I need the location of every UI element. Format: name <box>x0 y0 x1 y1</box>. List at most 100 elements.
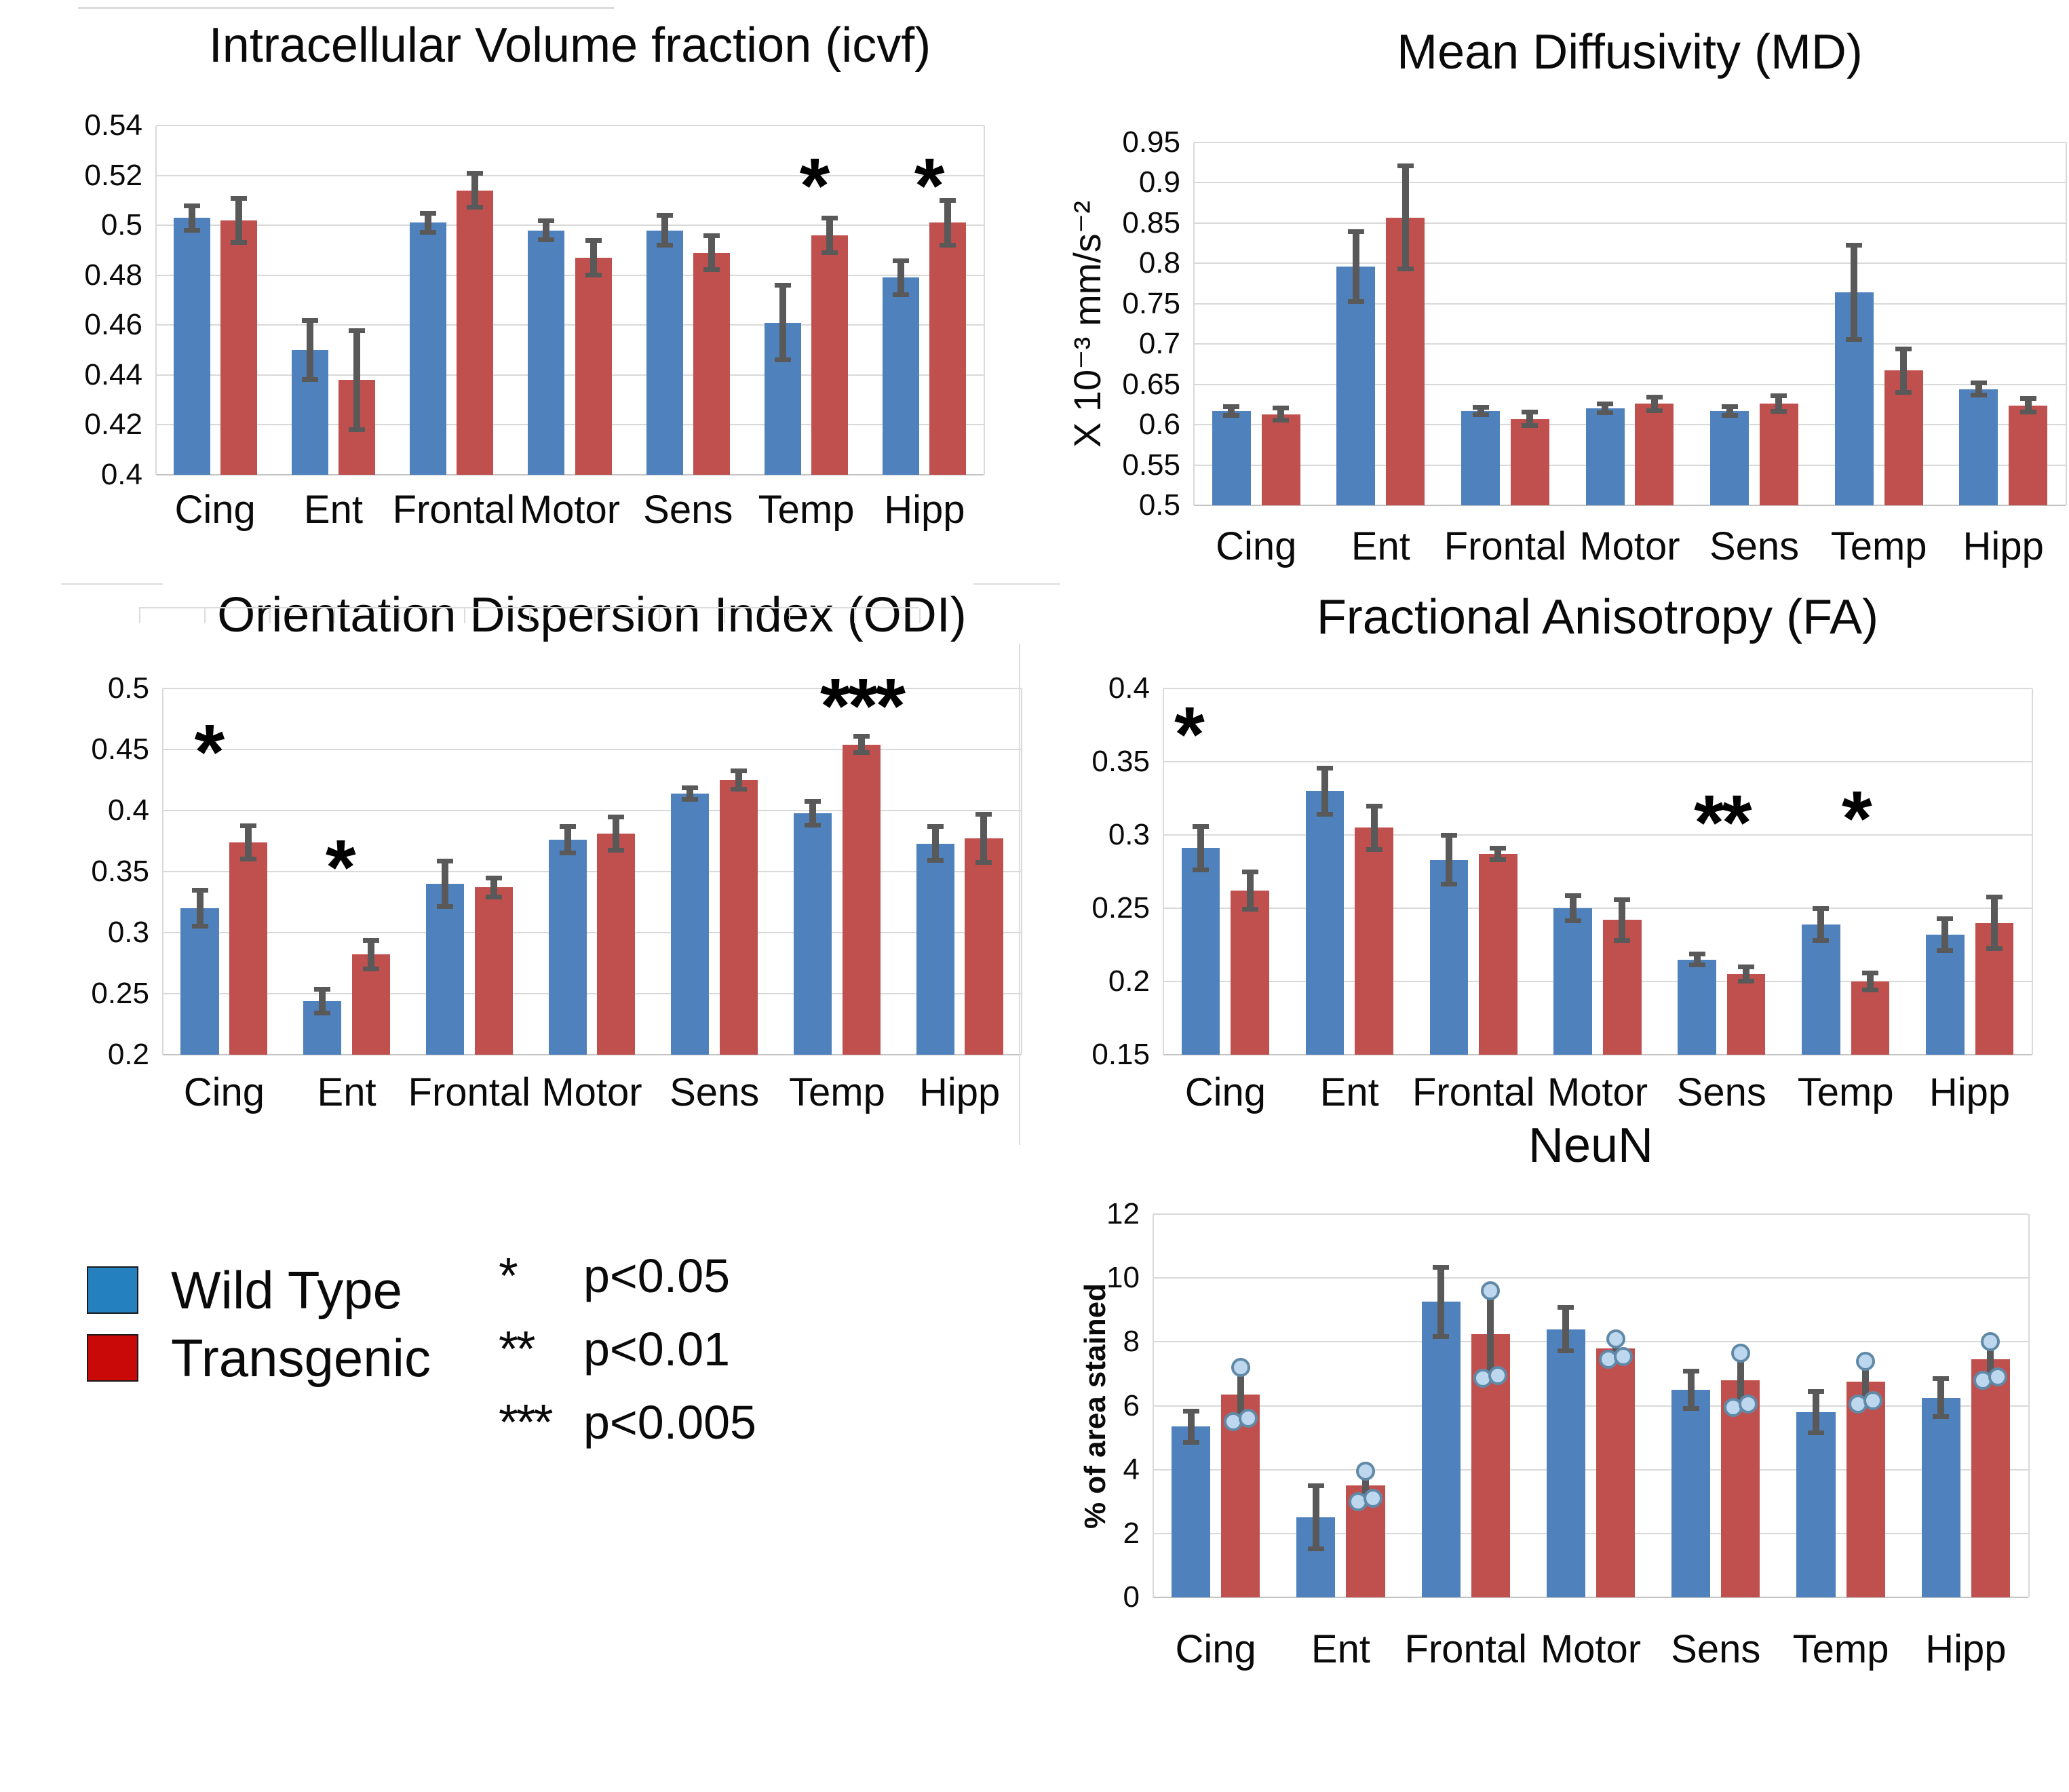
x-category-label-sens: Sens <box>1709 524 1800 568</box>
bar-transgenic-temp <box>811 235 849 475</box>
bar-wild-type-sens <box>1710 410 1749 505</box>
error-bar-hipp <box>1975 383 1982 396</box>
error-bar-cing <box>1246 872 1254 910</box>
error-cap-bottom-cing <box>1193 867 1210 872</box>
bar-transgenic-hipp <box>929 222 967 475</box>
error-cap-top-hipp <box>1933 1376 1950 1382</box>
x-category-label-cing: Cing <box>174 488 256 532</box>
bar-wild-type-cing <box>1212 410 1251 505</box>
artifact-axis-line <box>139 607 919 608</box>
error-cap-top-frontal <box>1433 1264 1450 1270</box>
gridline-0.7 <box>1194 343 2066 345</box>
x-category-label-hipp: Hipp <box>919 1070 1001 1114</box>
error-cap-top-sens <box>731 768 748 773</box>
error-cap-bottom-motor <box>1597 410 1614 416</box>
error-bar-hipp <box>1937 1378 1945 1417</box>
x-category-label-ent: Ent <box>317 1070 376 1114</box>
error-cap-bottom-frontal <box>436 904 453 910</box>
artifact-axis-tick <box>269 608 271 623</box>
error-bar-sens <box>1693 953 1701 966</box>
error-bar-ent <box>1312 1485 1319 1550</box>
plot-right-border <box>984 125 985 475</box>
bar-transgenic-sens <box>1760 404 1798 505</box>
error-bar-sens <box>1687 1370 1695 1409</box>
error-cap-bottom-hipp <box>893 292 910 298</box>
error-cap-bottom-motor <box>1614 937 1631 943</box>
gridline-0.35 <box>1163 761 2032 762</box>
artifact-axis-tick <box>594 608 596 623</box>
y-tick-label-0: 0 <box>1123 1580 1140 1614</box>
y-tick-label-0.2: 0.2 <box>107 1038 149 1071</box>
gridline-12 <box>1153 1213 2028 1215</box>
y-axis-spine <box>1193 142 1195 505</box>
error-cap-top-motor <box>1597 402 1614 407</box>
significance-marker-odi-temp: *** <box>819 663 906 750</box>
y-tick-label-0.6: 0.6 <box>1138 408 1180 442</box>
error-bar-temp <box>1851 244 1858 340</box>
y-tick-label-0.15: 0.15 <box>1091 1038 1150 1071</box>
significance-marker-odi-ent: * <box>325 824 356 912</box>
error-bar-frontal <box>425 212 432 233</box>
bar-transgenic-hipp <box>965 838 1003 1055</box>
chart-edge-artifact-top <box>78 7 614 9</box>
x-category-label-sens: Sens <box>670 1070 760 1114</box>
gridline-0.75 <box>1194 303 2066 305</box>
error-cap-bottom-motor <box>538 237 555 243</box>
bar-wild-type-hipp <box>1921 1397 1960 1597</box>
bar-transgenic-temp <box>842 744 881 1055</box>
error-bar-ent <box>1352 231 1359 303</box>
bar-transgenic-sens <box>720 780 758 1055</box>
chart-title-odi: Orientation Dispersion Index (ODI) <box>217 588 967 642</box>
error-bar-hipp <box>1990 896 1998 950</box>
error-cap-top-cing <box>230 195 247 201</box>
bar-wild-type-motor <box>1546 1329 1585 1597</box>
y-tick-label-0.95: 0.95 <box>1122 125 1180 159</box>
artifact-axis-tick <box>464 608 465 623</box>
gridline-0.15 <box>1163 1054 2032 1055</box>
y-tick-label-0.55: 0.55 <box>1122 448 1180 482</box>
error-cap-top-hipp <box>1970 381 1987 386</box>
bar-wild-type-frontal <box>1461 410 1500 505</box>
y-tick-label-0.48: 0.48 <box>84 258 142 292</box>
error-bar-sens <box>1775 395 1783 412</box>
error-cap-top-sens <box>1721 404 1738 409</box>
error-cap-top-frontal <box>1490 846 1507 851</box>
bar-transgenic-temp <box>1846 1382 1885 1597</box>
error-cap-top-hipp <box>927 824 944 830</box>
significance-marker-icvf-temp: * <box>799 142 830 230</box>
error-bar-motor <box>543 220 550 241</box>
error-cap-bottom-temp <box>805 822 821 827</box>
error-cap-top-hipp <box>1937 916 1954 922</box>
error-cap-bottom-sens <box>656 242 673 248</box>
error-bar-sens <box>1737 1352 1744 1407</box>
bar-wild-type-hipp <box>916 843 954 1055</box>
y-tick-label-2: 2 <box>1123 1516 1140 1550</box>
error-cap-bottom-sens <box>1738 979 1755 983</box>
bar-wild-type-sens <box>646 230 683 475</box>
error-cap-top-hipp <box>975 812 992 817</box>
error-cap-bottom-frontal <box>1440 882 1457 887</box>
error-bar-temp <box>809 800 817 825</box>
error-bar-hipp <box>2024 397 2032 413</box>
error-cap-bottom-frontal <box>485 894 502 899</box>
error-cap-bottom-hipp <box>1937 948 1954 953</box>
significance-label-3: p<0.005 <box>583 1396 756 1449</box>
gridline-0.25 <box>1163 908 2032 909</box>
bar-transgenic-motor <box>575 257 612 475</box>
error-cap-bottom-ent <box>1317 811 1333 817</box>
error-bar-sens <box>1743 967 1750 981</box>
significance-label-2: p<0.01 <box>583 1323 731 1376</box>
error-cap-top-temp <box>1808 1389 1824 1395</box>
gridline-6 <box>1153 1405 2028 1407</box>
error-cap-bottom-motor <box>1558 1348 1574 1354</box>
error-bar-temp <box>857 736 865 754</box>
error-bar-cing <box>1187 1410 1195 1443</box>
error-cap-bottom-frontal <box>420 230 437 235</box>
error-bar-ent <box>1401 165 1409 269</box>
y-tick-label-12: 12 <box>1106 1197 1140 1230</box>
error-cap-bottom-ent <box>349 427 365 432</box>
data-point-motor <box>1613 1346 1633 1366</box>
x-category-label-sens: Sens <box>1671 1627 1761 1671</box>
bar-transgenic-cing <box>1261 414 1300 505</box>
error-cap-top-motor <box>1646 394 1663 400</box>
